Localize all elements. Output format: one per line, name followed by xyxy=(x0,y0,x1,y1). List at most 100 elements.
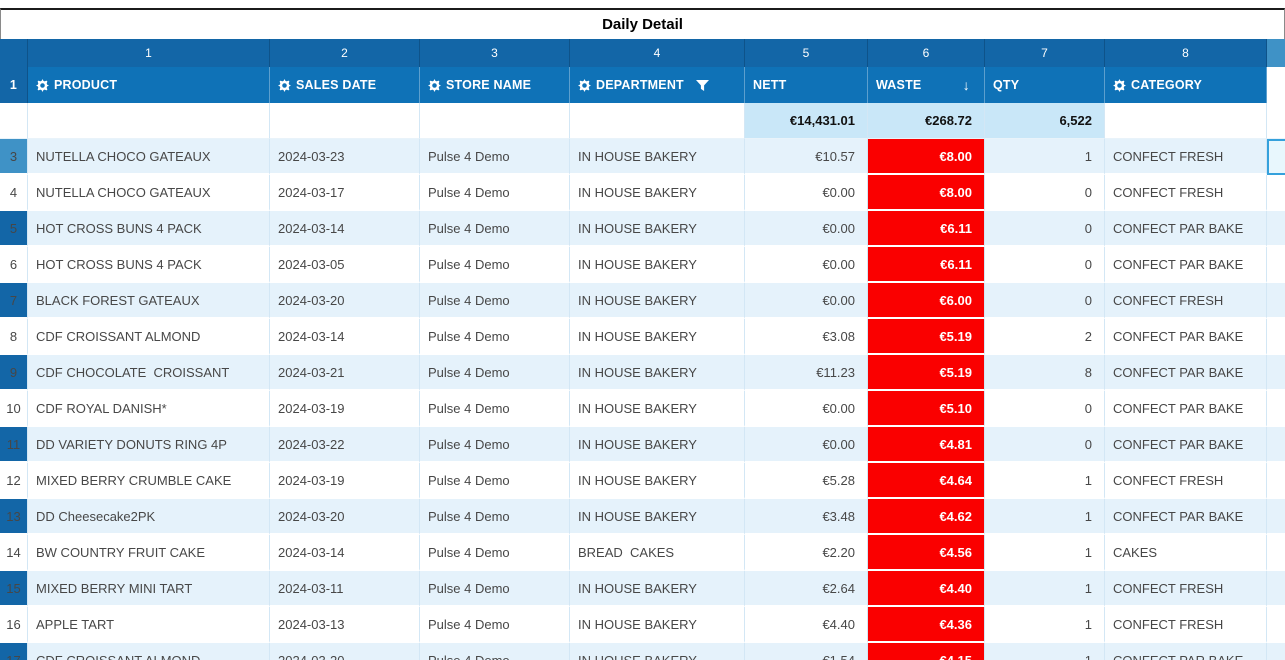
cell-product[interactable]: APPLE TART xyxy=(28,607,270,643)
row-number[interactable]: 9 xyxy=(0,355,28,391)
cell-waste[interactable]: €6.00 xyxy=(868,283,985,319)
cell-store-name[interactable]: Pulse 4 Demo xyxy=(420,319,570,355)
row-number[interactable]: 5 xyxy=(0,211,28,247)
cell-sales-date[interactable]: 2024-03-20 xyxy=(270,283,420,319)
cell-qty[interactable]: 0 xyxy=(985,391,1105,427)
cell-product[interactable]: NUTELLA CHOCO GATEAUX xyxy=(28,175,270,211)
cell-overflow[interactable] xyxy=(1267,607,1285,643)
cell-sales-date[interactable]: 2024-03-05 xyxy=(270,247,420,283)
cell-qty[interactable]: 1 xyxy=(985,139,1105,175)
cell-qty[interactable]: 1 xyxy=(985,499,1105,535)
cell-sales-date[interactable]: 2024-03-17 xyxy=(270,175,420,211)
cell-store-name[interactable]: Pulse 4 Demo xyxy=(420,175,570,211)
cell-store-name[interactable]: Pulse 4 Demo xyxy=(420,247,570,283)
row-number[interactable]: 16 xyxy=(0,607,28,643)
cell-nett[interactable]: €3.48 xyxy=(745,499,868,535)
cell-overflow[interactable] xyxy=(1267,175,1285,211)
cell-sales-date[interactable]: 2024-03-19 xyxy=(270,391,420,427)
column-number-7[interactable]: 7 xyxy=(985,39,1105,67)
cell-overflow[interactable] xyxy=(1267,427,1285,463)
cell-department[interactable]: IN HOUSE BAKERY xyxy=(570,175,745,211)
row-number[interactable]: 7 xyxy=(0,283,28,319)
cell-overflow[interactable] xyxy=(1267,355,1285,391)
row-number[interactable]: 15 xyxy=(0,571,28,607)
column-number-overflow[interactable] xyxy=(1267,39,1285,67)
cell-product[interactable]: HOT CROSS BUNS 4 PACK xyxy=(28,211,270,247)
totals-store-cell[interactable] xyxy=(420,103,570,139)
cell-sales-date[interactable]: 2024-03-13 xyxy=(270,607,420,643)
cell-qty[interactable]: 8 xyxy=(985,355,1105,391)
cell-overflow[interactable] xyxy=(1267,535,1285,571)
cell-nett[interactable]: €1.54 xyxy=(745,643,868,660)
cell-overflow[interactable] xyxy=(1267,391,1285,427)
cell-qty[interactable]: 0 xyxy=(985,175,1105,211)
column-header-sales-date[interactable]: SALES DATE xyxy=(270,67,420,103)
cell-store-name[interactable]: Pulse 4 Demo xyxy=(420,211,570,247)
cell-nett[interactable]: €0.00 xyxy=(745,283,868,319)
cell-category[interactable]: CONFECT FRESH xyxy=(1105,607,1267,643)
row-number[interactable]: 3 xyxy=(0,139,28,175)
cell-waste[interactable]: €4.40 xyxy=(868,571,985,607)
cell-overflow[interactable] xyxy=(1267,571,1285,607)
cell-sales-date[interactable]: 2024-03-14 xyxy=(270,535,420,571)
cell-waste[interactable]: €4.81 xyxy=(868,427,985,463)
cell-category[interactable]: CONFECT PAR BAKE xyxy=(1105,247,1267,283)
cell-overflow[interactable] xyxy=(1267,463,1285,499)
cell-nett[interactable]: €2.64 xyxy=(745,571,868,607)
cell-department[interactable]: IN HOUSE BAKERY xyxy=(570,355,745,391)
cell-sales-date[interactable]: 2024-03-14 xyxy=(270,211,420,247)
column-number-8[interactable]: 8 xyxy=(1105,39,1267,67)
cell-overflow[interactable] xyxy=(1267,247,1285,283)
cell-store-name[interactable]: Pulse 4 Demo xyxy=(420,571,570,607)
cell-product[interactable]: DD VARIETY DONUTS RING 4P xyxy=(28,427,270,463)
row-number[interactable]: 11 xyxy=(0,427,28,463)
corner-cell[interactable] xyxy=(0,39,28,67)
cell-store-name[interactable]: Pulse 4 Demo xyxy=(420,643,570,660)
row-number[interactable]: 1 xyxy=(0,67,28,103)
cell-nett[interactable]: €2.20 xyxy=(745,535,868,571)
column-header-store-name[interactable]: STORE NAME xyxy=(420,67,570,103)
cell-overflow[interactable] xyxy=(1267,319,1285,355)
cell-overflow[interactable] xyxy=(1267,139,1285,175)
cell-overflow[interactable] xyxy=(1267,283,1285,319)
cell-product[interactable]: CDF CHOCOLATE CROISSANT xyxy=(28,355,270,391)
cell-product[interactable]: CDF ROYAL DANISH* xyxy=(28,391,270,427)
cell-store-name[interactable]: Pulse 4 Demo xyxy=(420,391,570,427)
row-number[interactable]: 6 xyxy=(0,247,28,283)
cell-category[interactable]: CONFECT PAR BAKE xyxy=(1105,355,1267,391)
cell-waste[interactable]: €5.19 xyxy=(868,319,985,355)
cell-product[interactable]: BLACK FOREST GATEAUX xyxy=(28,283,270,319)
cell-waste[interactable]: €4.36 xyxy=(868,607,985,643)
cell-department[interactable]: IN HOUSE BAKERY xyxy=(570,319,745,355)
cell-overflow[interactable] xyxy=(1267,211,1285,247)
cell-department[interactable]: IN HOUSE BAKERY xyxy=(570,571,745,607)
cell-waste[interactable]: €4.62 xyxy=(868,499,985,535)
column-number-5[interactable]: 5 xyxy=(745,39,868,67)
cell-department[interactable]: BREAD CAKES xyxy=(570,535,745,571)
cell-qty[interactable]: 1 xyxy=(985,463,1105,499)
cell-product[interactable]: CDF CROISSANT ALMOND xyxy=(28,319,270,355)
cell-department[interactable]: IN HOUSE BAKERY xyxy=(570,427,745,463)
cell-product[interactable]: CDF CROISSANT ALMOND xyxy=(28,643,270,660)
totals-date-cell[interactable] xyxy=(270,103,420,139)
gear-icon[interactable] xyxy=(278,78,291,92)
cell-product[interactable]: MIXED BERRY CRUMBLE CAKE xyxy=(28,463,270,499)
cell-nett[interactable]: €11.23 xyxy=(745,355,868,391)
cell-waste[interactable]: €8.00 xyxy=(868,175,985,211)
cell-department[interactable]: IN HOUSE BAKERY xyxy=(570,643,745,660)
cell-nett[interactable]: €5.28 xyxy=(745,463,868,499)
cell-qty[interactable]: 1 xyxy=(985,643,1105,660)
cell-product[interactable]: MIXED BERRY MINI TART xyxy=(28,571,270,607)
cell-store-name[interactable]: Pulse 4 Demo xyxy=(420,355,570,391)
cell-category[interactable]: CONFECT FRESH xyxy=(1105,463,1267,499)
cell-sales-date[interactable]: 2024-03-21 xyxy=(270,355,420,391)
cell-product[interactable]: DD Cheesecake2PK xyxy=(28,499,270,535)
cell-department[interactable]: IN HOUSE BAKERY xyxy=(570,139,745,175)
gear-icon[interactable] xyxy=(578,78,591,92)
filter-icon[interactable] xyxy=(695,79,709,91)
column-header-nett[interactable]: NETT xyxy=(745,67,868,103)
cell-category[interactable]: CONFECT FRESH xyxy=(1105,139,1267,175)
column-header-department[interactable]: DEPARTMENT xyxy=(570,67,745,103)
cell-department[interactable]: IN HOUSE BAKERY xyxy=(570,391,745,427)
cell-waste[interactable]: €6.11 xyxy=(868,247,985,283)
